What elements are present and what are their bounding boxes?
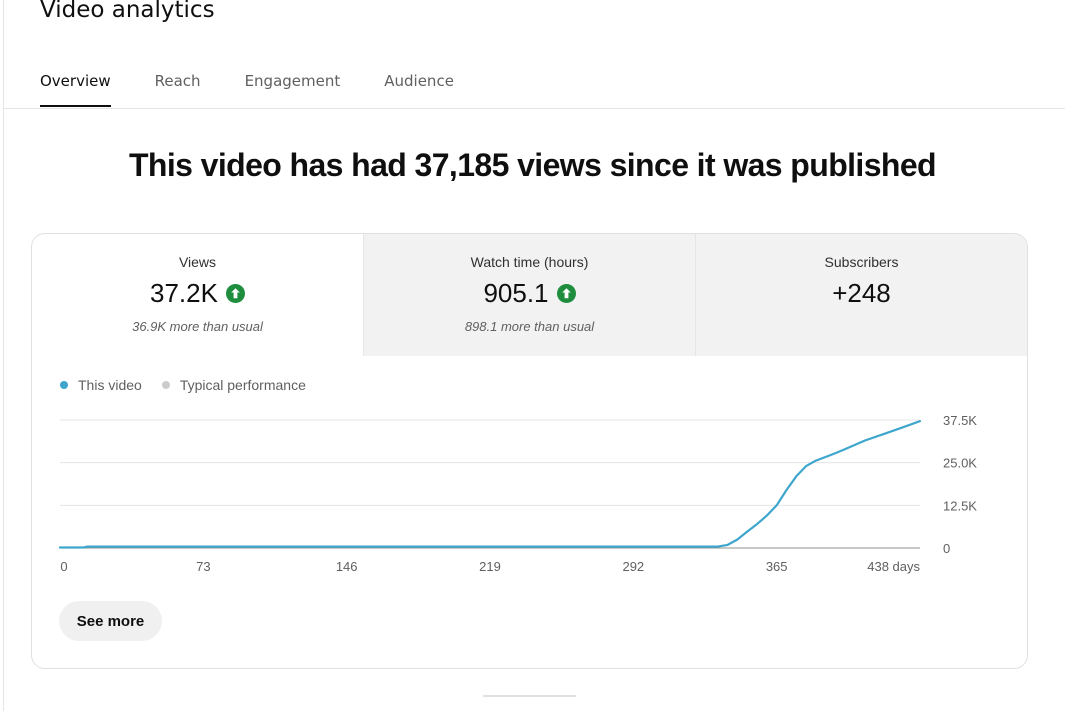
tab-overview[interactable]: Overview [40,66,111,108]
x-tick-label: 365 [766,559,788,574]
metric-note: 898.1 more than usual [464,319,595,334]
legend-label: This video [78,377,142,393]
metric-value: +248 [832,278,891,308]
views-chart[interactable]: 0 12.5K 25.0K 37.5K 0 73 146 219 292 365 438 days [32,404,1027,584]
analytics-card: Views 37.2K 36.9K more than usual Watch … [31,233,1028,669]
metric-label: Subscribers [824,254,899,270]
x-tick-label: 73 [196,559,210,574]
tab-bar: Overview Reach Engagement Audience [40,66,498,108]
y-tick-label: 0 [943,541,950,556]
page-title: Video analytics [40,0,215,23]
metric-label: Watch time (hours) [470,254,589,270]
metric-subscribers[interactable]: Subscribers +248 [695,234,1027,356]
legend-dot [60,381,68,389]
metric-views[interactable]: Views 37.2K 36.9K more than usual [32,234,363,356]
y-tick-label: 37.5K [943,413,977,428]
left-divider [3,0,4,711]
scroll-indicator [483,695,576,697]
x-tick-label: 146 [336,559,358,574]
metric-value: 37.2K [150,278,218,308]
tab-reach[interactable]: Reach [154,72,201,90]
y-tick-label: 25.0K [943,456,977,471]
metric-value-row: 37.2K [32,278,363,308]
views-headline: This video has had 37,185 views since it… [128,147,937,183]
chart-legend: This video Typical performance [60,377,326,393]
x-tick-label: 219 [479,559,501,574]
metric-note: 36.9K more than usual [132,319,263,334]
trend-up-icon [225,283,245,303]
metric-value-row: +248 [696,278,1027,308]
metric-watch-time[interactable]: Watch time (hours) 905.1 898.1 more than… [363,234,695,356]
metric-value: 905.1 [483,278,549,308]
metric-tabs: Views 37.2K 36.9K more than usual Watch … [32,234,1027,356]
tab-divider [4,108,1065,109]
metric-label: Views [178,254,217,270]
y-tick-label: 12.5K [943,498,977,513]
tab-audience[interactable]: Audience [384,72,454,90]
trend-up-icon [556,283,576,303]
legend-item-typical: Typical performance [161,377,306,393]
legend-label: Typical performance [179,377,306,393]
x-tick-label: 438 days [867,559,920,574]
x-tick-label: 292 [622,559,644,574]
series-line-this-video [58,420,922,549]
legend-dot [161,381,170,389]
legend-item-this-video: This video [60,377,142,393]
metric-value-row: 905.1 [364,278,695,308]
see-more-button[interactable]: See more [59,601,162,641]
x-tick-label: 0 [60,559,67,574]
tab-engagement[interactable]: Engagement [244,72,341,90]
